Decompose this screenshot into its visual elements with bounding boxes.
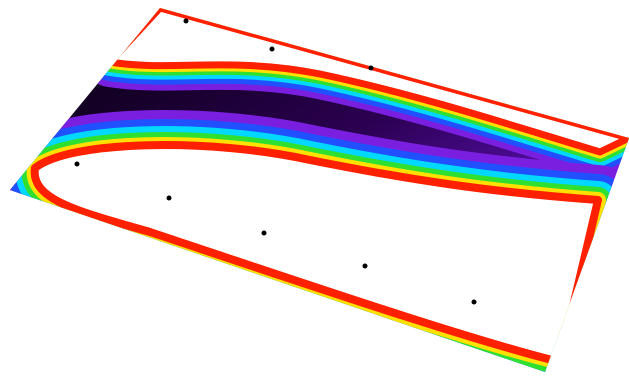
charge-dot	[368, 65, 374, 71]
charge-dot	[269, 46, 275, 52]
charge-dot	[183, 18, 189, 24]
charge-dot	[261, 230, 267, 236]
charges	[74, 18, 477, 305]
band-red	[30, 141, 602, 366]
charge-dot	[471, 299, 477, 305]
charge-dot	[166, 195, 172, 201]
charge-dot	[74, 161, 80, 167]
charge-dot	[362, 263, 368, 269]
lower-lobe	[10, 110, 629, 372]
upper-lobe	[85, 8, 629, 177]
band-red	[106, 8, 629, 156]
